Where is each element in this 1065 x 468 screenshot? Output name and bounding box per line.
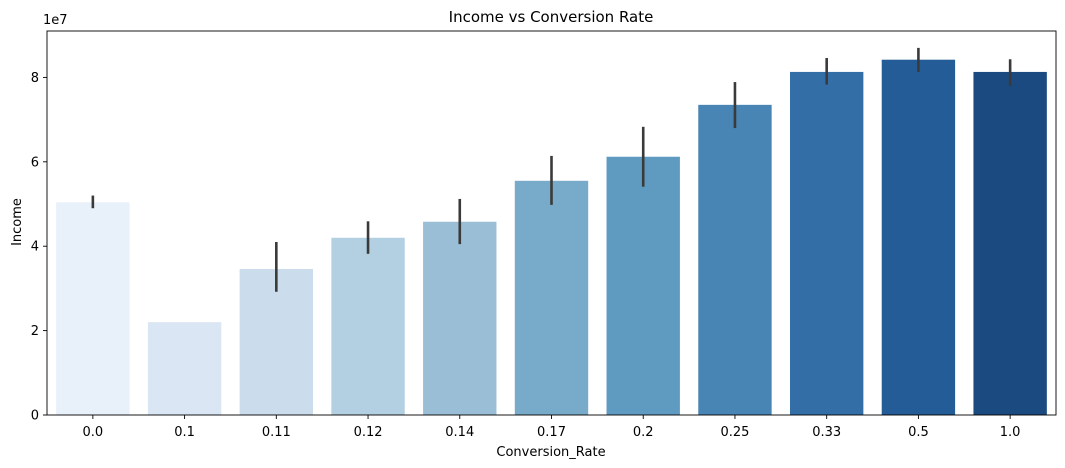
bar-0.25 [698, 104, 772, 415]
bar-1.0 [973, 71, 1047, 415]
bar-0.1 [147, 322, 222, 415]
x-tick-label-0.33: 0.33 [812, 425, 841, 440]
chart-title: Income vs Conversion Rate [449, 8, 654, 26]
x-tick-label-1.0: 1.0 [1000, 425, 1021, 440]
x-axis-title: Conversion_Rate [496, 445, 605, 460]
bar-0.0 [56, 202, 130, 415]
bar-0.2 [606, 156, 680, 415]
x-tick-label-0.14: 0.14 [445, 425, 474, 440]
x-tick-label-0.25: 0.25 [720, 425, 749, 440]
ticks-layer: 0.0 0.1 0.11 0.12 0.14 0.17 0.2 0.25 0.33 0.5 1.0 0… [31, 71, 1021, 440]
y-exponent-label: 1e7 [43, 13, 68, 28]
bar-0.11 [239, 268, 314, 415]
bar-0.12 [331, 237, 405, 415]
y-tick-label-8: 8 [31, 71, 39, 86]
bars-layer [56, 59, 1047, 415]
y-tick-label-4: 4 [31, 240, 39, 255]
bar-0.14 [423, 221, 497, 415]
x-tick-label-0.17: 0.17 [537, 425, 566, 440]
bar-0.5 [881, 59, 956, 415]
x-tick-label-0.11: 0.11 [262, 425, 291, 440]
x-tick-label-0.12: 0.12 [354, 425, 383, 440]
x-tick-label-0.2: 0.2 [633, 425, 654, 440]
x-tick-label-0.1: 0.1 [174, 425, 195, 440]
y-tick-label-0: 0 [31, 409, 39, 424]
bar-0.17 [514, 180, 589, 415]
error-bars-layer [91, 47, 1012, 292]
y-tick-label-2: 2 [31, 324, 39, 339]
x-tick-label-0.5: 0.5 [908, 425, 929, 440]
y-tick-label-6: 6 [31, 155, 39, 170]
bar-0.33 [789, 71, 864, 415]
y-axis-title: Income [10, 198, 25, 246]
x-tick-label-0.0: 0.0 [83, 425, 104, 440]
